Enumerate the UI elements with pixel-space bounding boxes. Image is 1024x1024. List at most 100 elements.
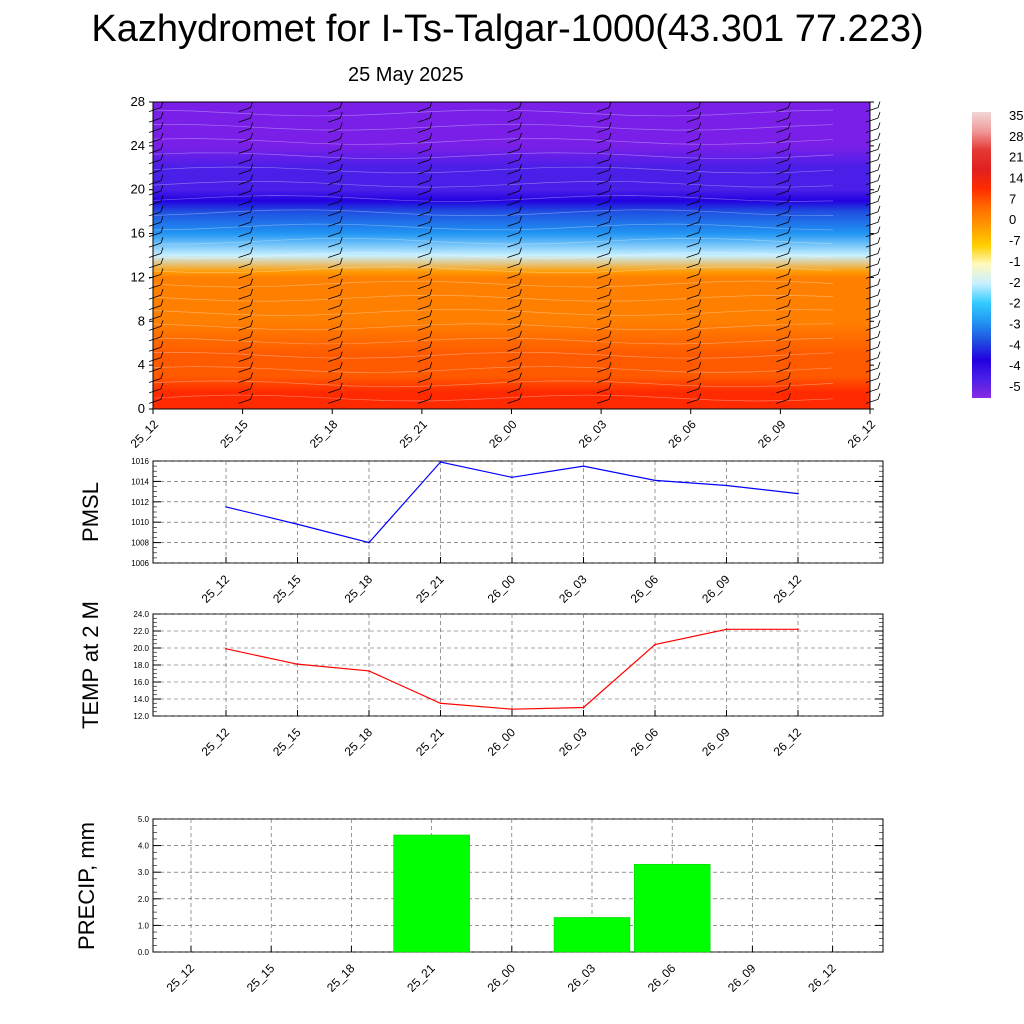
contour-line <box>153 280 834 288</box>
wind-barb <box>686 111 702 123</box>
wind-barb <box>238 361 254 373</box>
wind-barb <box>686 236 702 248</box>
wind-barb <box>148 205 164 217</box>
y-tick-label: 24 <box>131 138 145 153</box>
wind-barb <box>776 341 791 352</box>
wind-barb <box>865 372 881 383</box>
wind-barb <box>148 382 164 394</box>
wind-barb <box>148 320 164 331</box>
wind-barb <box>417 257 433 269</box>
wind-barb <box>865 361 881 373</box>
wind-barb <box>596 205 612 217</box>
wind-barb <box>238 257 254 269</box>
temp-point <box>582 706 585 709</box>
y-tick-label: 5.0 <box>138 815 150 824</box>
x-tick-label: 25_18 <box>324 961 358 995</box>
colorbar-label: -2 <box>1009 296 1021 311</box>
pmsl-series-line <box>225 461 799 544</box>
wind-barb <box>686 205 702 217</box>
y-tick-label: 16 <box>131 226 145 241</box>
wind-barb <box>865 205 881 217</box>
wind-barb <box>507 205 522 217</box>
y-tick-label: 0 <box>138 401 145 416</box>
contour-line <box>153 180 834 188</box>
x-tick-label: 26_09 <box>699 572 733 606</box>
y-tick-label: 4.0 <box>138 842 150 851</box>
wind-barb <box>865 299 881 310</box>
wind-barb <box>596 247 612 258</box>
wind-barb <box>328 132 343 144</box>
wind-barb <box>507 299 522 310</box>
wind-barb <box>417 164 433 175</box>
x-tick-label: 25_15 <box>217 417 251 451</box>
wind-barb <box>507 268 522 279</box>
precip-bar <box>553 917 631 953</box>
wind-barb <box>507 111 522 123</box>
wind-barb <box>238 278 254 290</box>
wind-barb <box>328 143 343 154</box>
x-tick-label: 26_00 <box>485 572 519 606</box>
y-tick-label: 14.0 <box>133 695 149 704</box>
wind-barb <box>507 289 522 300</box>
wind-barb <box>417 143 433 154</box>
wind-barb <box>596 341 612 352</box>
wind-barb <box>596 330 612 342</box>
wind-barb <box>686 278 702 290</box>
y-tick-label: 18.0 <box>133 661 149 670</box>
x-tick-label: 26_03 <box>576 417 610 451</box>
y-tick-label: 2.0 <box>138 895 150 904</box>
wind-barb <box>417 205 433 217</box>
wind-barb <box>776 164 791 175</box>
wind-barb <box>507 320 522 331</box>
colorbar-label: -1 <box>1009 254 1021 269</box>
x-tick-label: 25_21 <box>413 725 447 759</box>
wind-barb <box>865 164 881 175</box>
wind-barb <box>238 309 254 321</box>
colorbar-label: 21 <box>1009 150 1023 165</box>
wind-barb <box>776 184 791 196</box>
y-tick-label: 24.0 <box>133 610 149 619</box>
temp-point <box>797 628 799 631</box>
contour-line <box>153 323 834 331</box>
wind-barb <box>776 299 791 310</box>
wind-barb <box>238 299 254 310</box>
wind-barb <box>148 184 164 196</box>
wind-barb <box>417 174 433 185</box>
contour-line <box>153 309 834 316</box>
x-tick-label: 26_12 <box>805 961 839 995</box>
wind-barb <box>238 320 254 331</box>
wind-barb <box>776 361 791 373</box>
wind-barb <box>238 195 254 206</box>
wind-barb <box>148 278 164 290</box>
temp-point <box>511 708 513 710</box>
wind-barb <box>328 216 343 227</box>
y-tick-label: 8 <box>138 313 145 328</box>
wind-barb <box>148 330 164 342</box>
temp-point <box>296 663 299 665</box>
wind-barb <box>148 289 164 300</box>
wind-barb <box>238 330 254 342</box>
x-tick-label: 25_15 <box>270 572 304 606</box>
temp2m-panel: 12.0 14.0 16.0 18.0 20.0 22.0 24.0 25_12 25_15 25… <box>78 601 884 759</box>
y-tick-label: 20 <box>131 182 145 197</box>
wind-barb <box>148 247 164 258</box>
wind-barb <box>328 257 343 269</box>
heatmap-field <box>153 102 870 409</box>
temp-point <box>225 648 227 650</box>
contour-line <box>153 380 834 388</box>
wind-barb <box>776 330 791 342</box>
y-tick-label: 1016 <box>131 457 149 466</box>
pmsl-point <box>725 484 728 487</box>
wind-barb <box>328 153 343 165</box>
wind-barb <box>507 382 522 394</box>
wind-barb <box>507 143 522 154</box>
colorbar-label: 14 <box>1009 171 1023 186</box>
wind-barb <box>328 361 343 373</box>
y-tick-label: 3.0 <box>138 868 150 877</box>
wind-barb <box>417 393 433 404</box>
contour-line <box>153 223 834 231</box>
contour-line <box>153 252 834 259</box>
wind-barb <box>238 174 254 185</box>
wind-barb <box>238 341 254 352</box>
pmsl-point <box>797 492 799 495</box>
